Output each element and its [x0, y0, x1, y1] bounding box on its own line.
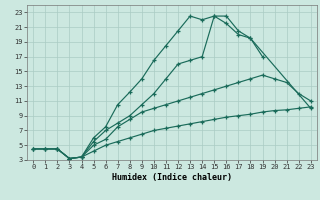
X-axis label: Humidex (Indice chaleur): Humidex (Indice chaleur): [112, 173, 232, 182]
